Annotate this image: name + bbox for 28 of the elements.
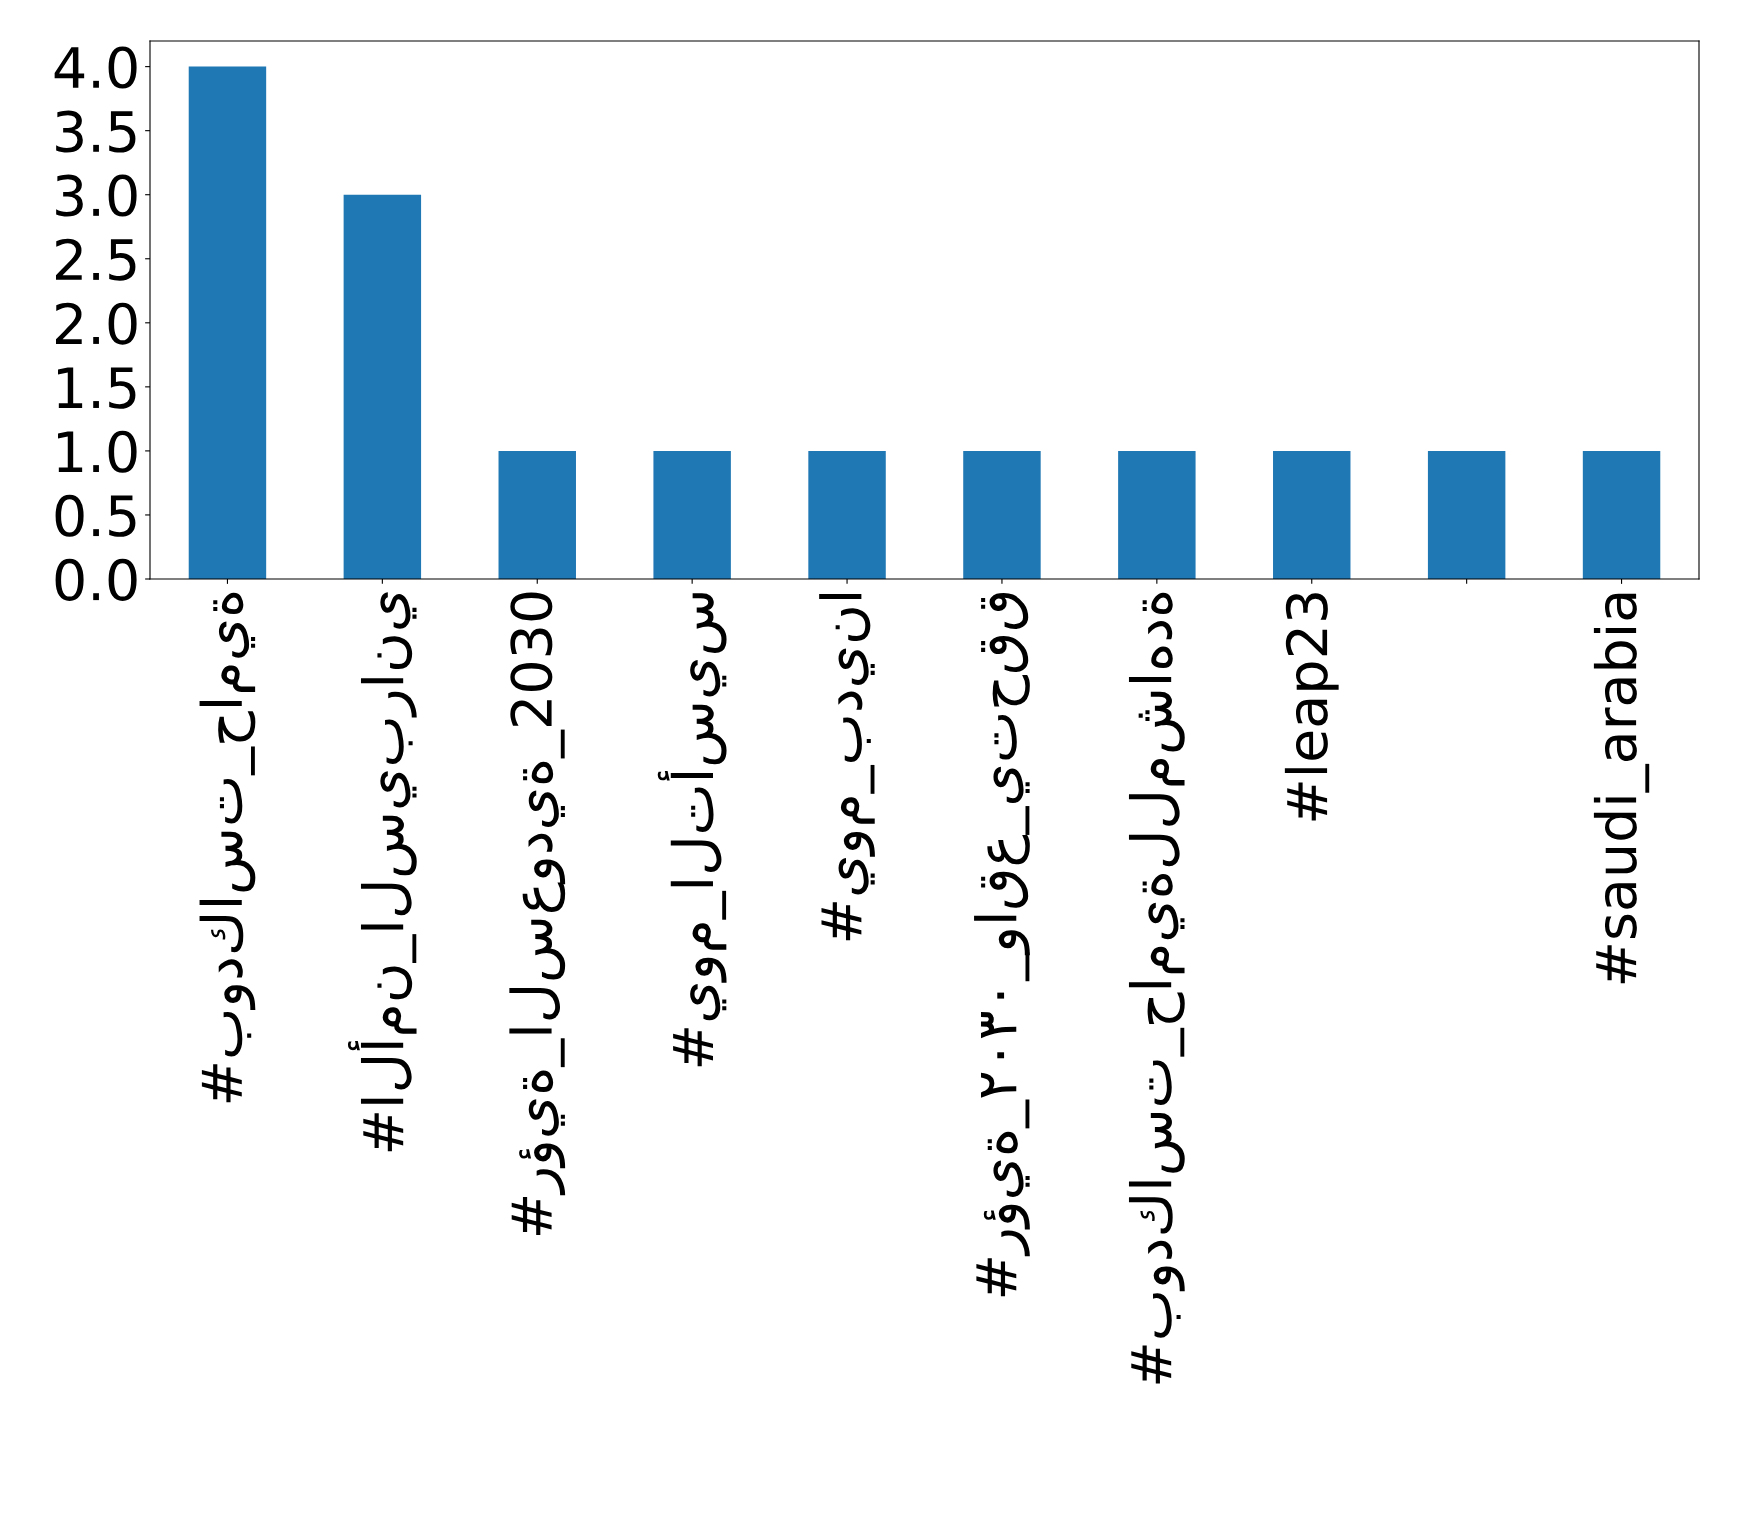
bar xyxy=(653,450,731,579)
y-tick-label: 3.5 xyxy=(56,110,136,153)
x-tick-label: #بودكاست_حامية xyxy=(199,592,256,1103)
bar xyxy=(1273,450,1351,579)
x-tick-label: #saudi_arabia xyxy=(1593,593,1650,984)
bar xyxy=(1118,450,1196,579)
y-tick-label: 1.5 xyxy=(58,367,136,409)
bar xyxy=(1427,450,1506,579)
bar xyxy=(343,194,422,579)
y-tick-label: 0.0 xyxy=(55,558,137,601)
y-tick-label: 4.0 xyxy=(54,46,137,89)
bar xyxy=(963,450,1041,579)
y-tick-label: 2.5 xyxy=(56,238,136,281)
x-tick-label: #leap23 xyxy=(1284,593,1339,821)
y-tick-label: 1.0 xyxy=(58,430,137,473)
bar xyxy=(188,66,267,579)
x-tick-label: #رؤية_السعودية_2030 xyxy=(509,592,566,1236)
bar xyxy=(1582,450,1661,579)
bar xyxy=(498,450,576,579)
x-tick-label: #يوم_بدينا xyxy=(819,593,875,941)
bar xyxy=(808,450,886,579)
y-tick-label: 3.0 xyxy=(56,174,137,217)
y-tick-label: 2.0 xyxy=(56,302,137,345)
x-tick-label: #الأمن_السيبراني xyxy=(347,592,417,1152)
y-tick-label: 0.5 xyxy=(55,494,136,537)
x-tick-label: #بودكاست_حاميةللمشاهدة xyxy=(1128,592,1185,1384)
x-tick-label: #يوم_التأسيس xyxy=(657,593,727,1067)
x-tick-label: #رؤية_٢٠٣٠_واقع_يتحقق xyxy=(974,592,1030,1297)
